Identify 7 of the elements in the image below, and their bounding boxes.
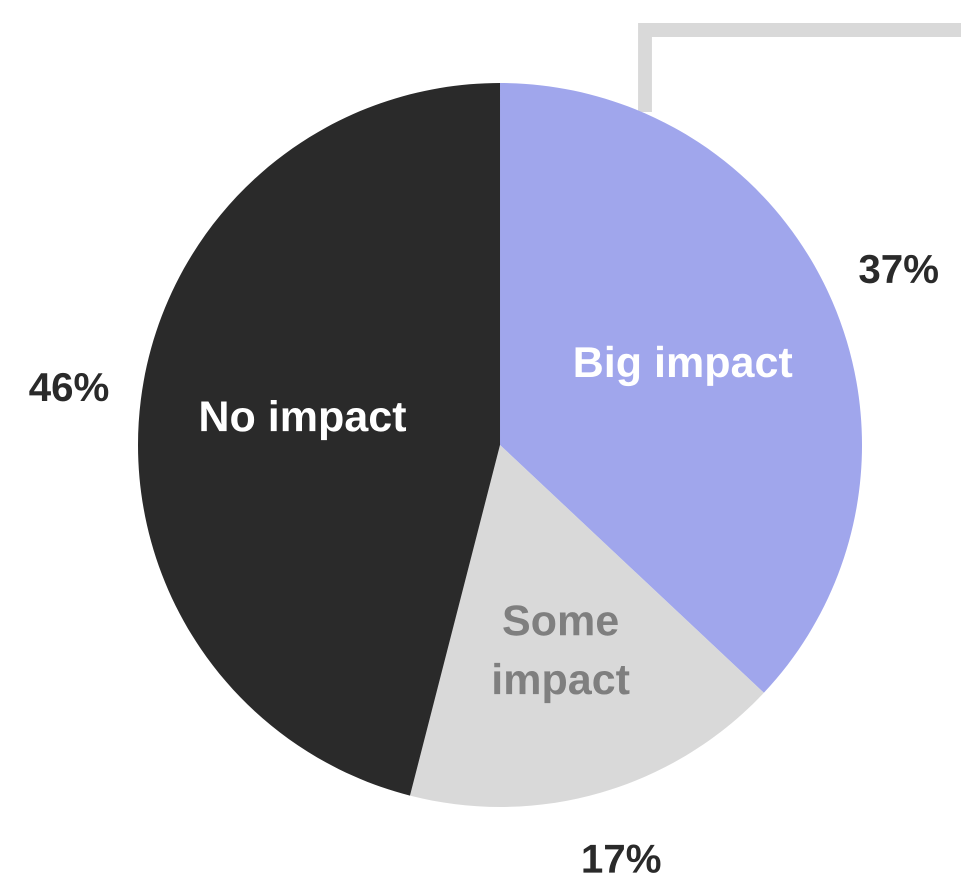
data-label: 37% [859, 254, 938, 284]
slice-label: No impact [201, 400, 406, 440]
data-label: 46% [29, 372, 108, 402]
pie-slice [410, 444, 764, 807]
slice-label: Some impact [494, 605, 630, 704]
slice-label: Big impact [576, 346, 792, 386]
data-label: 17% [583, 844, 660, 873]
